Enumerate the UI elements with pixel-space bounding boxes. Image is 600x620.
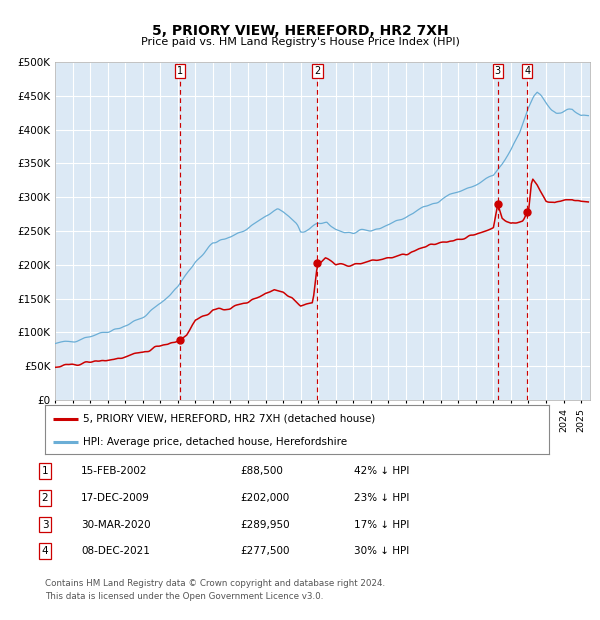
Text: £277,500: £277,500 xyxy=(240,546,290,556)
Text: 15-FEB-2002: 15-FEB-2002 xyxy=(81,466,148,476)
Text: 1: 1 xyxy=(177,66,183,76)
Text: 42% ↓ HPI: 42% ↓ HPI xyxy=(354,466,409,476)
Text: 08-DEC-2021: 08-DEC-2021 xyxy=(81,546,150,556)
Text: This data is licensed under the Open Government Licence v3.0.: This data is licensed under the Open Gov… xyxy=(45,592,323,601)
Text: £88,500: £88,500 xyxy=(240,466,283,476)
Text: 30-MAR-2020: 30-MAR-2020 xyxy=(81,520,151,529)
Text: 2: 2 xyxy=(314,66,320,76)
Text: 5, PRIORY VIEW, HEREFORD, HR2 7XH: 5, PRIORY VIEW, HEREFORD, HR2 7XH xyxy=(152,24,448,38)
Text: Price paid vs. HM Land Registry's House Price Index (HPI): Price paid vs. HM Land Registry's House … xyxy=(140,37,460,47)
Text: HPI: Average price, detached house, Herefordshire: HPI: Average price, detached house, Here… xyxy=(83,436,347,447)
Text: Contains HM Land Registry data © Crown copyright and database right 2024.: Contains HM Land Registry data © Crown c… xyxy=(45,578,385,588)
Text: 5, PRIORY VIEW, HEREFORD, HR2 7XH (detached house): 5, PRIORY VIEW, HEREFORD, HR2 7XH (detac… xyxy=(83,414,375,423)
Text: 23% ↓ HPI: 23% ↓ HPI xyxy=(354,493,409,503)
Text: 3: 3 xyxy=(495,66,501,76)
Text: 2: 2 xyxy=(41,493,49,503)
Text: £202,000: £202,000 xyxy=(240,493,289,503)
Text: 30% ↓ HPI: 30% ↓ HPI xyxy=(354,546,409,556)
Text: 17-DEC-2009: 17-DEC-2009 xyxy=(81,493,150,503)
Text: 1: 1 xyxy=(41,466,49,476)
Text: 3: 3 xyxy=(41,520,49,529)
Text: 4: 4 xyxy=(41,546,49,556)
Text: £289,950: £289,950 xyxy=(240,520,290,529)
Text: 4: 4 xyxy=(524,66,530,76)
Text: 17% ↓ HPI: 17% ↓ HPI xyxy=(354,520,409,529)
